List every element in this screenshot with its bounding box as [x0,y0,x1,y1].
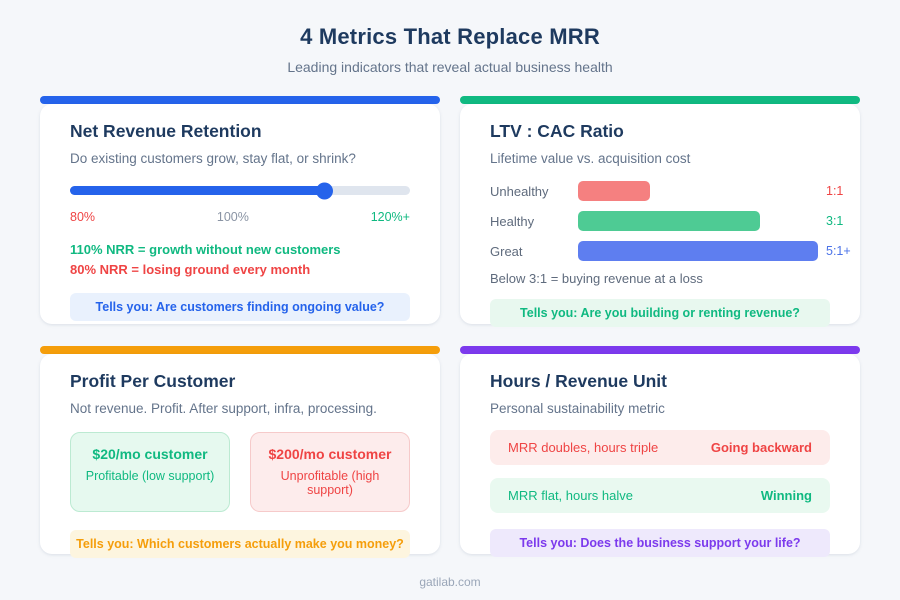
box-subtitle: Unprofitable (high support) [280,469,380,497]
ltv-note: Below 3:1 = buying revenue at a loss [490,271,703,286]
scenario-description: MRR flat, hours halve [508,488,633,503]
ltv-callout: Tells you: Are you building or renting r… [490,299,830,327]
scale-mid-label: 100% [216,210,249,224]
box-title: $20/mo customer [92,446,208,462]
bar-value: 5:1+ [826,244,851,258]
scenario-description: MRR doubles, hours triple [508,440,659,455]
bar-value: 1:1 [826,184,844,198]
bar-area [578,241,818,261]
card-title: LTV : CAC Ratio [490,121,624,141]
box-title: $200/mo customer [268,446,392,462]
scale-low-label: 80% [70,210,96,224]
card-profit-per-customer: Profit Per Customer Not revenue. Profit.… [40,346,440,558]
box-subtitle: Profitable (low support) [85,469,215,483]
bar-value: 3:1 [826,214,844,228]
card-accent-bar [460,346,860,354]
scenario-winning: MRR flat, hours halve Winning [490,478,830,513]
page-subtitle: Leading indicators that reveal actual bu… [287,59,613,75]
nrr-scale: 80% 100% 120%+ [70,210,410,224]
nrr-losing-line: 80% NRR = losing ground every month [70,262,311,277]
metrics-grid: Net Revenue Retention Do existing custom… [40,96,860,558]
card-ltv-cac-ratio: LTV : CAC Ratio Lifetime value vs. acqui… [460,96,860,327]
card-body: Net Revenue Retention Do existing custom… [40,104,440,324]
nrr-growth-line: 110% NRR = growth without new customers [70,242,341,257]
profit-comparison: $20/mo customer Profitable (low support)… [70,432,410,512]
card-subtitle: Personal sustainability metric [490,401,665,416]
bar-label: Great [490,243,523,259]
card-hours-revenue-unit: Hours / Revenue Unit Personal sustainabi… [460,346,860,557]
card-subtitle: Not revenue. Profit. After support, infr… [70,401,377,416]
card-body: LTV : CAC Ratio Lifetime value vs. acqui… [460,104,860,327]
card-accent-bar [40,346,440,354]
card-subtitle: Do existing customers grow, stay flat, o… [70,151,356,166]
nrr-slider-fill [70,186,325,195]
bar-label: Healthy [490,213,535,229]
nrr-takeaways: 110% NRR = growth without new customers … [70,240,410,280]
scenario-going-backward: MRR doubles, hours triple Going backward [490,430,830,465]
bar-healthy [578,211,761,231]
hours-scenarios: MRR doubles, hours triple Going backward… [490,430,830,513]
card-net-revenue-retention: Net Revenue Retention Do existing custom… [40,96,440,324]
card-subtitle: Lifetime value vs. acquisition cost [490,151,691,166]
bar-great [578,241,818,261]
nrr-slider-track[interactable] [70,182,410,199]
bar-row-healthy: Healthy 3:1 [490,211,856,231]
card-accent-bar [460,96,860,104]
profit-callout: Tells you: Which customers actually make… [70,530,410,558]
nrr-callout: Tells you: Are customers finding ongoing… [70,293,410,321]
unprofitable-customer-box: $200/mo customer Unprofitable (high supp… [250,432,410,512]
scale-high-label: 120%+ [370,210,410,224]
bar-unhealthy [578,181,650,201]
bar-label: Unhealthy [490,183,549,199]
ltv-bar-chart: Unhealthy 1:1 Healthy 3:1 Great [490,181,856,261]
card-body: Profit Per Customer Not revenue. Profit.… [40,354,440,558]
hours-callout: Tells you: Does the business support you… [490,529,830,557]
card-title: Hours / Revenue Unit [490,371,667,391]
page-header: 4 Metrics That Replace MRR Leading indic… [0,0,900,75]
scenario-verdict: Winning [760,488,812,503]
nrr-slider-thumb[interactable] [316,182,333,199]
scenario-verdict: Going backward [710,440,812,455]
page-title: 4 Metrics That Replace MRR [300,24,600,49]
footer-url: gatilab.com [419,575,481,589]
bar-area [578,211,818,231]
card-title: Profit Per Customer [70,371,236,391]
bar-area [578,181,818,201]
card-accent-bar [40,96,440,104]
card-title: Net Revenue Retention [70,121,262,141]
profitable-customer-box: $20/mo customer Profitable (low support) [70,432,230,512]
bar-row-unhealthy: Unhealthy 1:1 [490,181,856,201]
card-body: Hours / Revenue Unit Personal sustainabi… [460,354,860,557]
bar-row-great: Great 5:1+ [490,241,856,261]
